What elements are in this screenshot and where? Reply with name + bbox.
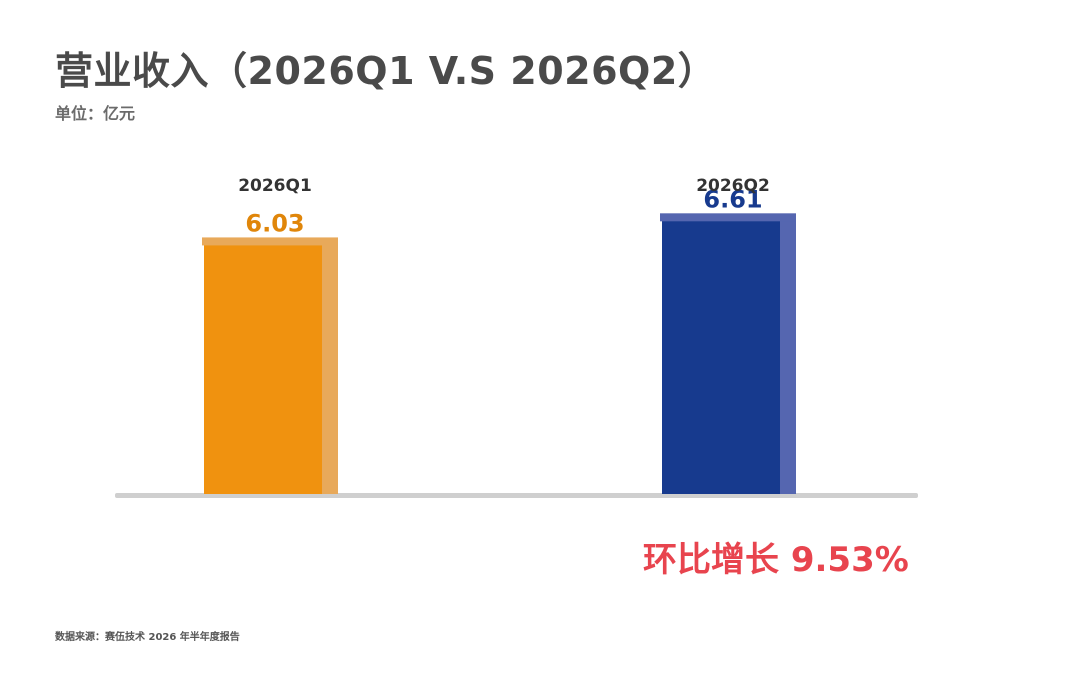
- value-label-2026Q1: 6.03: [245, 209, 304, 237]
- value-label-2026Q2: 6.61: [703, 185, 762, 213]
- bar-cap-2026Q2: [660, 213, 796, 222]
- category-label-2026Q1: 2026Q1: [238, 176, 312, 196]
- bar-cap-2026Q1: [202, 237, 338, 246]
- bar-2026Q2: [662, 219, 796, 494]
- growth-annotation: 环比增长 9.53%: [643, 540, 909, 580]
- category-label-2026Q2: 2026Q2: [696, 176, 770, 196]
- bar-2026Q1: [204, 243, 338, 494]
- x-axis-baseline: [115, 493, 918, 498]
- chart-title: 营业收入（2026Q1 V.S 2026Q2）: [55, 49, 717, 93]
- source-note: 数据来源：赛伍技术 2026 年半年度报告: [55, 632, 240, 643]
- bar-side-2026Q2: [780, 219, 796, 494]
- unit-label: 单位：亿元: [55, 104, 136, 123]
- bar-side-2026Q1: [322, 243, 338, 494]
